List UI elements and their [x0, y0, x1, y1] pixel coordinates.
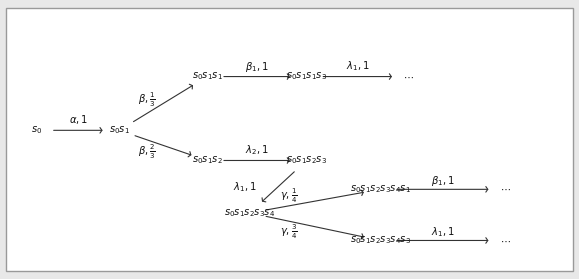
Text: $\cdots$: $\cdots$ — [500, 235, 511, 246]
Text: $\alpha, 1$: $\alpha, 1$ — [68, 113, 87, 126]
Text: $\beta, \frac{2}{3}$: $\beta, \frac{2}{3}$ — [138, 143, 156, 161]
Text: $s_0s_1s_2s_3s_4$: $s_0s_1s_2s_3s_4$ — [224, 207, 276, 219]
Text: $\cdots$: $\cdots$ — [500, 184, 511, 194]
Text: $\lambda_1, 1$: $\lambda_1, 1$ — [431, 225, 455, 239]
Text: $\lambda_2, 1$: $\lambda_2, 1$ — [245, 144, 269, 157]
Text: $\lambda_1, 1$: $\lambda_1, 1$ — [233, 180, 257, 194]
Text: $\beta, \frac{1}{3}$: $\beta, \frac{1}{3}$ — [138, 91, 156, 109]
Text: $s_0s_1s_1$: $s_0s_1s_1$ — [192, 71, 223, 83]
Text: $s_0$: $s_0$ — [31, 124, 43, 136]
Text: $\beta_1, 1$: $\beta_1, 1$ — [431, 174, 455, 188]
Text: $s_0s_1s_2s_3s_4s_1$: $s_0s_1s_2s_3s_4s_1$ — [350, 183, 411, 195]
Text: $s_0s_1s_2$: $s_0s_1s_2$ — [192, 155, 223, 166]
Text: $\gamma, \frac{3}{4}$: $\gamma, \frac{3}{4}$ — [280, 223, 298, 241]
Text: $s_0s_1s_2s_3$: $s_0s_1s_2s_3$ — [286, 155, 327, 166]
Text: $s_0s_1$: $s_0s_1$ — [109, 124, 130, 136]
Text: $\gamma, \frac{1}{4}$: $\gamma, \frac{1}{4}$ — [280, 186, 298, 205]
FancyBboxPatch shape — [6, 8, 573, 271]
Text: $\lambda_1, 1$: $\lambda_1, 1$ — [346, 60, 369, 73]
Text: $s_0s_1s_1s_3$: $s_0s_1s_1s_3$ — [286, 71, 327, 83]
Text: $\cdots$: $\cdots$ — [403, 71, 414, 81]
Text: $\beta_1, 1$: $\beta_1, 1$ — [245, 60, 269, 74]
Text: $s_0s_1s_2s_3s_4s_3$: $s_0s_1s_2s_3s_4s_3$ — [350, 235, 411, 246]
